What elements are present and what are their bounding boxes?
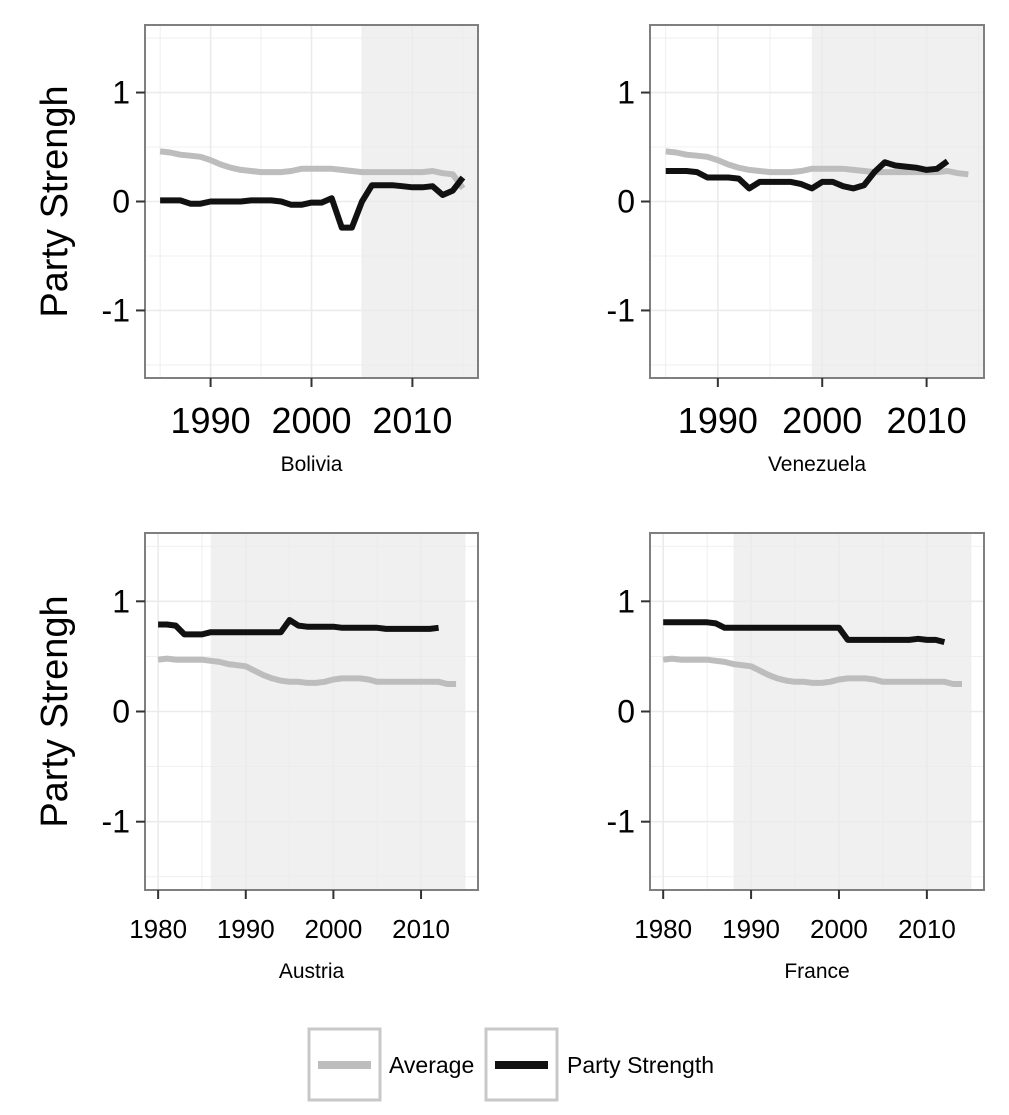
x-tick-label: 2010 xyxy=(392,914,450,944)
panel-venezuela: -1 0 1 1990 2000 2010 Venezuela xyxy=(607,24,985,476)
legend: Average Party Strength xyxy=(307,1027,714,1102)
y-tick-label: 1 xyxy=(617,75,635,111)
series-line-party-strength xyxy=(158,617,439,638)
x-tick-label: 2010 xyxy=(898,914,956,944)
series-line-average xyxy=(157,655,457,687)
y-tick-label: -1 xyxy=(102,804,130,840)
x-tick-label: 1990 xyxy=(722,914,780,944)
y-tick-label: -1 xyxy=(607,292,635,328)
x-tick-label: 2000 xyxy=(810,914,868,944)
y-axis-label: Party Strengh xyxy=(34,85,76,317)
series-line-average xyxy=(159,148,466,191)
series-line-party-strength xyxy=(160,175,466,231)
y-tick-label: 1 xyxy=(112,583,130,619)
series-line-party-strength xyxy=(665,158,950,192)
x-tick-label: 2010 xyxy=(372,400,452,441)
series-line-average xyxy=(665,148,969,178)
x-tick-label: 1980 xyxy=(634,914,692,944)
x-tick-label: 1990 xyxy=(171,400,251,441)
legend-label-average: Average xyxy=(389,1052,474,1078)
legend-key-average-box xyxy=(307,1027,382,1102)
panel-france: -1 0 1 1980 1990 2000 2010 France xyxy=(607,532,985,983)
series-line-average xyxy=(662,655,962,687)
panel-austria: -1 0 1 1980 1990 2000 2010 Austria Party Strengh xyxy=(34,532,479,983)
panel-bolivia: -1 0 1 1990 2000 2010 Bolivia Party Strengh xyxy=(34,24,479,476)
y-tick-label: -1 xyxy=(102,292,130,328)
gridlines xyxy=(145,533,478,890)
facet-label-austria: Austria xyxy=(279,960,345,983)
x-tick-label: 2000 xyxy=(304,914,362,944)
facet-label-bolivia: Bolivia xyxy=(281,453,343,476)
x-tick-label: 1980 xyxy=(129,914,187,944)
y-tick-label: 0 xyxy=(112,694,130,730)
y-tick-label: 1 xyxy=(617,583,635,619)
x-tick-label: 1990 xyxy=(678,400,758,441)
gridlines xyxy=(650,533,984,890)
y-tick-label: 0 xyxy=(112,184,130,220)
y-tick-label: 1 xyxy=(112,75,130,111)
legend-key-party-strength-box xyxy=(484,1027,559,1102)
x-tick-label: 2000 xyxy=(271,400,351,441)
y-tick-label: 0 xyxy=(617,184,635,220)
facet-panels: -1 0 1 1990 2000 2010 Bolivia Party Strengh -1 0 1… xyxy=(34,24,985,983)
y-tick-label: 0 xyxy=(617,694,635,730)
x-tick-label: 1990 xyxy=(217,914,275,944)
facet-label-venezuela: Venezuela xyxy=(768,453,866,476)
facet-label-france: France xyxy=(784,960,849,983)
legend-label-party-strength: Party Strength xyxy=(567,1052,714,1078)
gridlines xyxy=(650,25,984,378)
x-tick-label: 2010 xyxy=(887,400,967,441)
y-tick-label: -1 xyxy=(607,804,635,840)
x-tick-label: 2000 xyxy=(782,400,862,441)
series-line-party-strength xyxy=(663,619,946,646)
y-axis-label: Party Strengh xyxy=(34,595,76,827)
